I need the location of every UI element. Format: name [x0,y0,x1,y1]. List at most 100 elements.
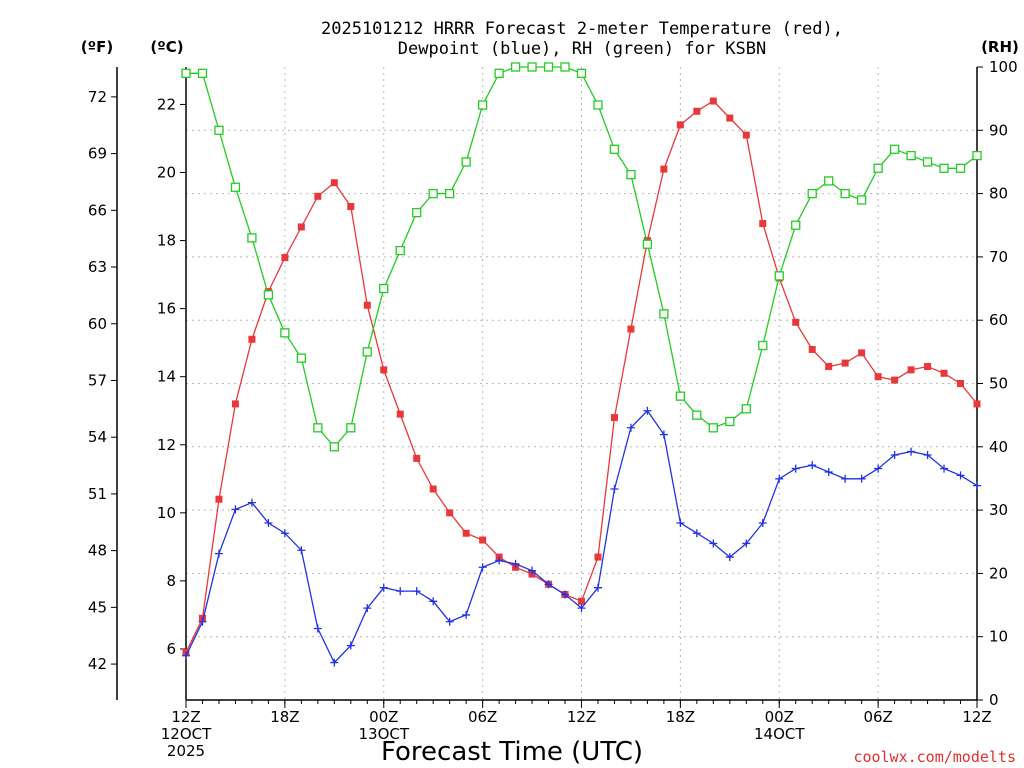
temperature-line [185,100,978,653]
temperature-point [610,414,618,422]
credit-label: coolwx.com/modelts [853,748,1016,766]
dewpoint-point [890,450,899,459]
relative-humidity-point [543,62,554,72]
dewpoint-point [791,464,800,473]
temperature-point [297,223,305,231]
chart-title-line-2: Dewpoint (blue), RH (green) for KSBN [398,39,766,59]
relative-humidity-point [708,423,718,433]
rh-tick-label: 10 [989,628,1008,646]
temperature-point [825,362,833,370]
fahrenheit-tick-label: 63 [88,258,107,276]
temperature-point [742,131,750,139]
dewpoint-point [692,529,701,538]
temperature-point [676,121,684,129]
relative-humidity-point [692,410,702,420]
relative-humidity-point [428,188,438,199]
celsius-tick-label: 6 [166,640,176,658]
temperature-point [396,410,404,418]
dewpoint-point [198,617,207,626]
chart-title-line-1: 2025101212 HRRR Forecast 2-meter Tempera… [321,19,843,39]
dewpoint-point [478,563,487,572]
relative-humidity-point [379,283,389,294]
temperature-point [726,114,734,122]
x-tick-label: 06Z [468,708,497,726]
relative-humidity-point [840,188,850,199]
dewpoint-point [396,587,405,596]
relative-humidity-point [461,157,471,167]
relative-humidity-point [889,144,900,154]
dewpoint-point [577,604,586,613]
dewpoint-point [659,430,668,439]
dewpoint-point [643,406,652,415]
dewpoint-point [593,583,602,592]
temperature-point [462,529,470,537]
relative-humidity-point [972,150,982,161]
dewpoint-point [956,471,965,480]
temperature-point [281,254,289,262]
dewpoint-point [412,587,421,596]
fahrenheit-tick-label: 60 [88,315,107,333]
temperature-point [973,400,981,408]
dewpoint-point [280,529,289,538]
relative-humidity-point [362,347,372,357]
temperature-point [874,373,882,381]
rh-tick-label: 60 [989,311,1008,329]
dewpoint-point [462,610,471,619]
dewpoint-point [313,624,322,633]
dewpoint-point [429,597,438,606]
x-tick-label: 2025 [167,742,205,760]
dewpoint-point [528,566,537,575]
dewpoint-point [973,481,981,490]
fahrenheit-tick-label: 66 [88,201,107,219]
x-tick-label: 06Z [863,708,892,726]
dewpoint-point [182,651,190,660]
dewpoint-point [264,519,273,528]
rh-tick-label: 50 [989,375,1008,393]
temperature-point [858,349,866,357]
dewpoint-point [676,519,685,528]
dewpoint-point [511,559,520,568]
dewpoint-point [857,474,866,483]
x-tick-label: 14OCT [754,725,805,743]
temperature-point [429,485,437,493]
fahrenheit-tick-label: 42 [88,655,107,673]
dewpoint-point [445,617,454,626]
dewpoint-point [363,604,372,613]
temperature-point [380,366,388,374]
rh-tick-label: 30 [989,501,1008,519]
dewpoint-point [561,590,570,599]
temperature-point [841,359,849,367]
temperature-point [792,318,800,326]
fahrenheit-tick-label: 69 [88,145,107,163]
fahrenheit-tick-label: 45 [88,598,107,616]
rh-tick-label: 100 [989,58,1018,76]
temperature-point [314,192,322,200]
celsius-tick-label: 22 [157,95,176,113]
celsius-unit-label: (ºC) [150,38,183,56]
dewpoint-point [330,658,339,667]
temperature-point [347,203,355,211]
dewpoint-point [907,447,916,456]
relative-humidity-point [791,220,801,230]
rh-unit-label: (RH) [981,38,1019,56]
relative-humidity-point [922,157,933,167]
relative-humidity-point [280,328,290,338]
fahrenheit-tick-label: 72 [88,88,107,106]
celsius-tick-label: 14 [157,368,176,386]
relative-humidity-point [626,169,636,180]
temperature-point [231,400,239,408]
temperature-point [363,301,371,309]
fahrenheit-tick-label: 51 [88,485,107,503]
dewpoint-point [544,580,553,589]
relative-humidity-point [642,239,653,249]
x-tick-label: 00Z [369,708,398,726]
celsius-tick-label: 8 [166,572,176,590]
x-tick-label: 13OCT [358,725,409,743]
dewpoint-point [709,539,718,548]
x-tick-label: 00Z [765,708,794,726]
temperature-point [759,220,767,228]
relative-humidity-point [807,188,817,199]
dewpoint-point [346,641,355,650]
dewpoint-point [758,519,767,528]
x-tick-label: 12Z [171,708,200,726]
